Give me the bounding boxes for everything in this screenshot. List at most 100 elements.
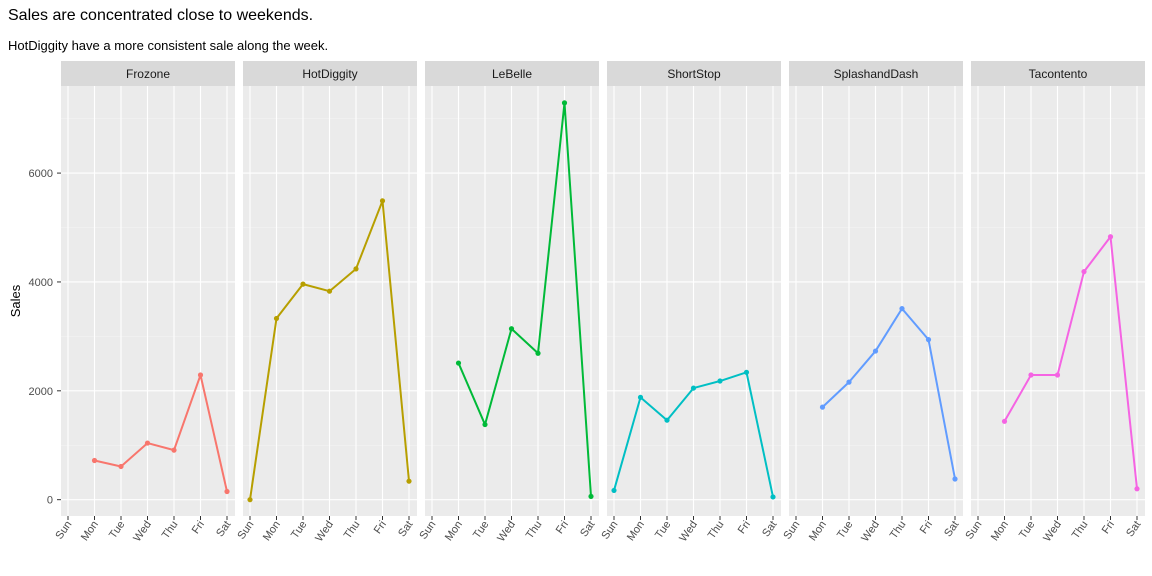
x-tick-label: Sun <box>235 519 256 542</box>
data-point <box>664 417 670 423</box>
x-tick-label: Sun <box>53 519 74 542</box>
x-tick-label: Sun <box>417 519 438 542</box>
data-point <box>508 326 515 332</box>
x-tick-label: Sat <box>214 519 233 539</box>
x-tick-label: Sat <box>1124 519 1143 539</box>
x-tick-label: Fri <box>554 519 571 536</box>
facet-strip <box>243 61 417 86</box>
chart-title: Sales are concentrated close to weekends… <box>8 7 314 24</box>
data-point <box>455 360 462 366</box>
data-point <box>379 198 386 204</box>
data-point <box>846 379 852 385</box>
x-tick-label: Mon <box>261 519 283 543</box>
x-tick-label: Tue <box>471 519 491 541</box>
data-point <box>611 487 617 494</box>
data-point <box>247 497 253 503</box>
x-tick-label: Mon <box>989 519 1011 543</box>
data-point <box>690 385 697 391</box>
facet-label: LeBelle <box>492 67 532 81</box>
data-point <box>819 404 826 410</box>
facet-strip <box>789 61 963 86</box>
x-tick-label: Sat <box>942 519 961 539</box>
series-line <box>457 101 592 497</box>
data-point <box>952 476 958 482</box>
x-tick-label: Sat <box>578 519 597 539</box>
facet-label: Tacontento <box>1029 67 1088 81</box>
facet-strip <box>61 61 235 86</box>
x-tick-label: Tue <box>289 519 309 541</box>
x-tick-label: Mon <box>443 519 465 543</box>
y-tick-label: 2000 <box>29 386 53 398</box>
x-tick-label: Sun <box>781 519 802 542</box>
series-line <box>821 307 956 480</box>
data-point <box>300 281 306 287</box>
data-point <box>561 100 568 106</box>
x-tick-label: Wed <box>677 519 700 544</box>
x-tick-label: Fri <box>736 519 753 536</box>
x-tick-label: Fri <box>1100 519 1117 536</box>
data-point <box>743 369 750 375</box>
x-tick-label: Tue <box>653 519 673 541</box>
x-tick-label: Tue <box>1017 519 1037 541</box>
data-point <box>717 378 723 384</box>
y-tick-label: 6000 <box>29 168 53 180</box>
x-tick-label: Wed <box>859 519 882 544</box>
x-tick-label: Tue <box>107 519 127 541</box>
x-tick-label: Wed <box>495 519 518 544</box>
x-tick-label: Wed <box>131 519 154 544</box>
data-point <box>353 266 359 272</box>
x-tick-label: Mon <box>625 519 647 543</box>
data-point <box>925 337 932 343</box>
data-point <box>144 440 151 446</box>
data-point <box>872 348 879 354</box>
data-point <box>1134 486 1140 492</box>
x-tick-label: Fri <box>190 519 207 536</box>
data-point <box>406 478 412 484</box>
chart-subtitle: HotDiggity have a more consistent sale a… <box>8 38 329 53</box>
x-tick-label: Fri <box>918 519 935 536</box>
data-point <box>1107 234 1114 240</box>
x-tick-label: Sat <box>396 519 415 539</box>
facet-label: HotDiggity <box>302 67 357 81</box>
y-tick-label: 4000 <box>29 277 53 289</box>
x-tick-label: Sun <box>599 519 620 542</box>
facet-strip <box>425 61 599 86</box>
y-tick-label: 0 <box>47 495 53 507</box>
data-point <box>326 288 333 294</box>
data-point <box>637 394 644 400</box>
data-point <box>171 447 177 453</box>
data-point <box>1054 372 1061 378</box>
x-tick-label: Sat <box>760 519 779 539</box>
data-point <box>535 350 541 356</box>
data-point <box>1081 269 1087 275</box>
data-point <box>899 306 905 312</box>
facet-strip <box>971 61 1145 86</box>
data-point <box>91 457 98 464</box>
x-tick-label: Fri <box>372 519 389 536</box>
x-tick-label: Wed <box>313 519 336 544</box>
x-tick-label: Sun <box>963 519 984 542</box>
data-point <box>588 493 594 500</box>
x-tick-label: Mon <box>807 519 829 543</box>
data-point <box>482 421 488 428</box>
y-axis-title: Sales <box>8 284 23 317</box>
x-tick-label: Thu <box>888 519 909 541</box>
x-tick-label: Thu <box>342 519 363 541</box>
x-tick-label: Wed <box>1041 519 1064 544</box>
facet-label: SplashandDash <box>834 67 919 81</box>
data-point <box>118 463 124 470</box>
data-point <box>1001 418 1008 424</box>
x-tick-label: Thu <box>1070 519 1091 541</box>
data-point <box>770 494 776 500</box>
facet-label: Frozone <box>126 67 170 81</box>
facet-strip <box>607 61 781 86</box>
facet-label: ShortStop <box>667 67 721 81</box>
x-tick-label: Thu <box>706 519 727 541</box>
x-tick-label: Thu <box>160 519 181 541</box>
x-tick-label: Thu <box>524 519 545 541</box>
data-point <box>197 372 204 378</box>
x-tick-label: Mon <box>79 519 101 543</box>
data-point <box>1028 372 1034 378</box>
series-line <box>94 374 228 492</box>
